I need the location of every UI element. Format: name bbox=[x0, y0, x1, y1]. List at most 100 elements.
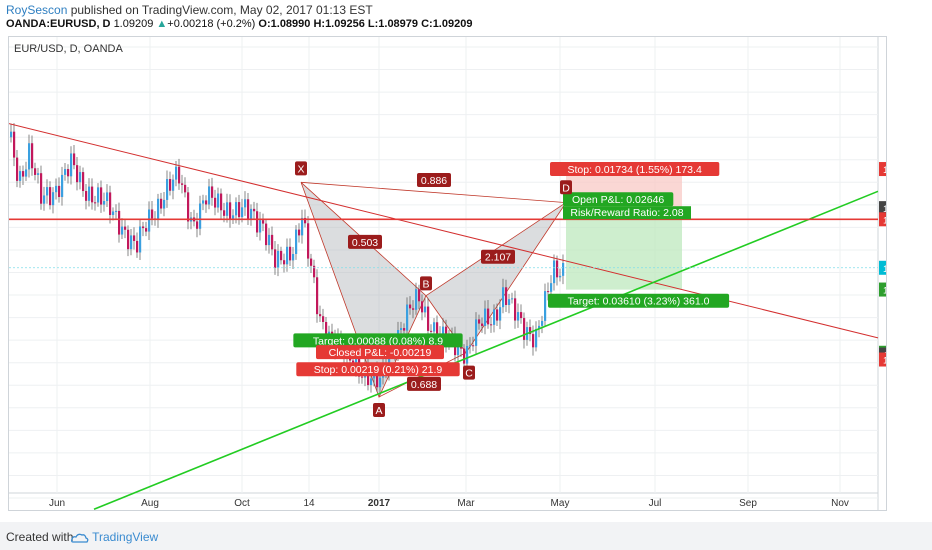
candle-body bbox=[103, 201, 106, 205]
candle-body bbox=[172, 179, 175, 191]
x-tick-label: 14 bbox=[303, 498, 315, 509]
tradingview-cloud-icon bbox=[71, 533, 89, 543]
stop-left-label-box bbox=[296, 362, 460, 377]
candle-body bbox=[82, 172, 85, 192]
candle-body bbox=[160, 198, 163, 209]
candle-body bbox=[550, 283, 553, 292]
falling-trendline bbox=[9, 123, 879, 339]
footer: Created with TradingView bbox=[0, 522, 932, 550]
price-label: 1.08244 bbox=[883, 286, 886, 297]
created-with-text: Created with bbox=[6, 530, 74, 544]
candle-body bbox=[511, 298, 514, 300]
ratio-label: 0.503 bbox=[352, 237, 378, 249]
candle-body bbox=[13, 131, 16, 158]
candle-body bbox=[121, 226, 124, 235]
candle-body bbox=[298, 229, 301, 236]
candle-body bbox=[79, 172, 82, 183]
candle-body bbox=[235, 202, 238, 216]
open-pl-label-box bbox=[563, 192, 674, 207]
target-left-label-box bbox=[293, 333, 463, 348]
candle-body bbox=[19, 171, 22, 181]
candle-body bbox=[58, 185, 61, 198]
candle-body bbox=[487, 308, 490, 325]
candle-body bbox=[181, 183, 184, 185]
candle-body bbox=[370, 378, 373, 386]
publish-info: published on TradingView.com, May 02, 20… bbox=[67, 3, 373, 17]
candle-body bbox=[493, 309, 496, 325]
price-label: 1.09209 bbox=[883, 264, 886, 275]
candle-body bbox=[157, 198, 160, 220]
candle-body bbox=[562, 263, 565, 276]
candle-body bbox=[202, 200, 205, 204]
candle-body bbox=[124, 226, 127, 230]
candle-body bbox=[208, 186, 211, 205]
price-chart[interactable]: 1.190001.180001.170001.160001.150001.140… bbox=[9, 37, 886, 510]
ratio-box bbox=[481, 249, 515, 264]
candle-body bbox=[286, 246, 289, 265]
candle-body bbox=[304, 217, 307, 224]
author-link[interactable]: RoySescon bbox=[6, 3, 68, 17]
candle-body bbox=[229, 202, 232, 220]
candle-body bbox=[490, 324, 493, 326]
candle-body bbox=[496, 309, 499, 321]
candle-body bbox=[232, 215, 235, 220]
point-label-x: X bbox=[297, 163, 304, 175]
price-label-box bbox=[879, 201, 886, 216]
candle-body bbox=[313, 265, 316, 278]
ratio-box bbox=[407, 376, 441, 391]
ratio-box bbox=[348, 234, 382, 249]
candle-body bbox=[319, 314, 322, 317]
candle-body bbox=[256, 211, 259, 233]
candle-body bbox=[547, 291, 550, 293]
candle-body bbox=[535, 329, 538, 348]
candle-body bbox=[403, 328, 406, 331]
candle-body bbox=[187, 192, 190, 222]
candle-body bbox=[109, 192, 112, 215]
candle-body bbox=[388, 349, 391, 372]
candle-body bbox=[112, 211, 115, 215]
candle-body bbox=[184, 184, 187, 193]
point-box bbox=[420, 276, 432, 291]
candle-body bbox=[280, 250, 283, 261]
x-tick-label: Aug bbox=[141, 498, 159, 509]
tradingview-logo[interactable]: TradingView bbox=[71, 530, 158, 544]
candle-body bbox=[517, 312, 520, 321]
candle-body bbox=[271, 234, 274, 250]
candle-body bbox=[88, 186, 91, 201]
candle-body bbox=[100, 187, 103, 205]
publish-line: RoySescon published on TradingView.com, … bbox=[6, 3, 373, 17]
candle-body bbox=[415, 289, 418, 310]
candle-body bbox=[505, 287, 508, 305]
candle-body bbox=[502, 287, 505, 308]
x-tick-label: 2017 bbox=[368, 498, 391, 509]
candle-body bbox=[427, 306, 430, 331]
ratio-label: 0.688 bbox=[411, 379, 437, 391]
pattern-xd-line bbox=[300, 181, 567, 203]
candle-body bbox=[259, 220, 262, 233]
close-pl-label-box bbox=[316, 345, 444, 360]
ohlc-values: O:1.08990 H:1.09256 L:1.08979 C:1.09209 bbox=[258, 18, 473, 30]
price-label: 1.11359 bbox=[883, 215, 886, 226]
candle-body bbox=[70, 153, 73, 177]
chart-frame[interactable]: 1.190001.180001.170001.160001.150001.140… bbox=[8, 36, 887, 511]
candle-body bbox=[268, 234, 271, 246]
candle-body bbox=[238, 202, 241, 218]
candle-body bbox=[169, 179, 172, 191]
candle-body bbox=[325, 321, 328, 344]
candle-body bbox=[376, 369, 379, 388]
stop-top-label-box bbox=[550, 161, 720, 176]
candle-body bbox=[46, 187, 49, 196]
up-arrow-icon: ▲ bbox=[156, 18, 168, 30]
tradingview-brand: TradingView bbox=[92, 530, 159, 544]
candle-body bbox=[316, 277, 319, 315]
candle-body bbox=[538, 325, 541, 330]
candle-body bbox=[49, 187, 52, 206]
candle-body bbox=[424, 306, 427, 313]
target-left-label: Target: 0.00088 (0.08%) 8.9 bbox=[313, 335, 443, 347]
candle-body bbox=[277, 250, 280, 268]
risk-reward-box bbox=[563, 206, 691, 220]
chart-title: EUR/USD, D, OANDA bbox=[14, 43, 123, 55]
point-box bbox=[463, 365, 475, 380]
candle-body bbox=[94, 202, 97, 204]
candle-body bbox=[292, 253, 295, 261]
